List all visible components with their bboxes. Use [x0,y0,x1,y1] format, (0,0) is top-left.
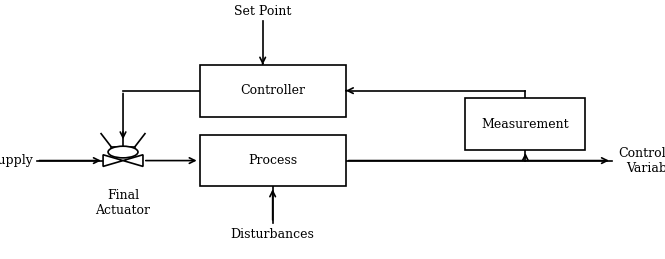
Text: Measurement: Measurement [481,118,569,131]
Polygon shape [103,155,123,166]
FancyBboxPatch shape [200,135,346,186]
Text: Final
Actuator: Final Actuator [96,189,150,217]
Circle shape [108,146,138,158]
Polygon shape [123,155,143,166]
Text: Controller: Controller [240,84,305,97]
Text: Controlled
Variable: Controlled Variable [618,147,665,175]
Text: Set Point: Set Point [234,5,291,18]
FancyBboxPatch shape [465,98,585,150]
FancyBboxPatch shape [200,65,346,117]
Text: Supply: Supply [0,154,33,167]
Text: Process: Process [248,154,297,167]
Text: Disturbances: Disturbances [231,228,315,241]
